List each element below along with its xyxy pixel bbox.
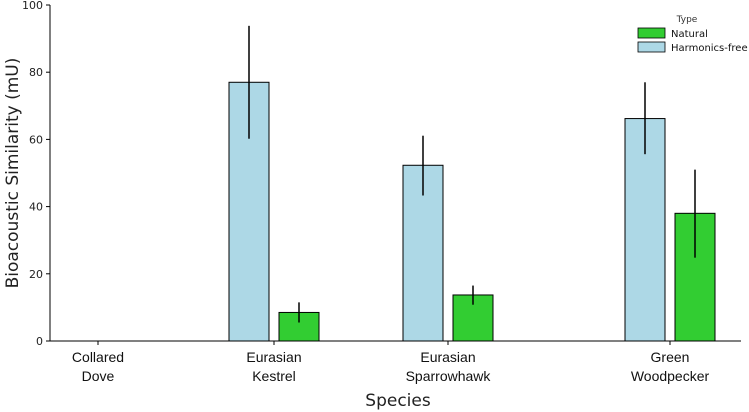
x-tick-label: Eurasian <box>246 349 301 365</box>
bar-harmonics-free-3 <box>624 118 666 342</box>
y-tick-label: 100 <box>22 0 43 12</box>
x-tick-label: Kestrel <box>252 368 296 384</box>
y-ticks: 0 20 40 60 80 100 <box>22 0 50 348</box>
y-tick-label: 60 <box>29 133 43 146</box>
x-tick-label: Dove <box>82 368 115 384</box>
y-tick-label: 80 <box>29 66 43 79</box>
legend-swatch-natural <box>637 27 666 39</box>
x-axis-title: Species <box>365 391 431 411</box>
legend-label: Harmonics-free <box>671 43 748 54</box>
bars <box>78 81 716 342</box>
x-tick-label: Green <box>651 349 690 365</box>
y-tick-label: 20 <box>29 268 43 281</box>
x-tick-label: Eurasian <box>420 349 475 365</box>
error-bars <box>248 25 696 323</box>
x-tick-label: Woodpecker <box>631 368 710 384</box>
x-tick-label: Sparrowhawk <box>406 368 492 384</box>
legend-swatch-harmonics-free <box>637 41 666 53</box>
y-tick-label: 0 <box>36 335 43 348</box>
y-axis-title: Bioacoustic Similarity (mU) <box>3 58 23 289</box>
legend-title: Type <box>676 15 698 25</box>
legend: Type Natural Harmonics-free <box>637 15 748 54</box>
legend-label: Natural <box>671 29 708 40</box>
x-tick-label: Collared <box>72 349 124 365</box>
x-category-labels: Collared Dove Eurasian Kestrel Eurasian Sparr… <box>72 341 710 384</box>
y-tick-label: 40 <box>29 201 43 214</box>
